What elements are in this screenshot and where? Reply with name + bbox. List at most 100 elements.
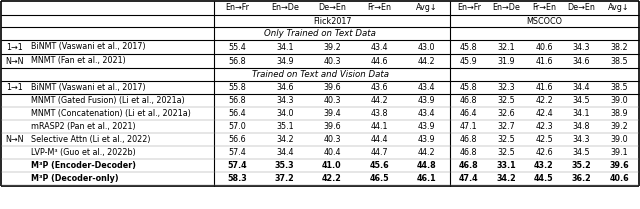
Text: 39.0: 39.0 [611, 135, 628, 144]
Text: M³P (Decoder-only): M³P (Decoder-only) [31, 174, 118, 183]
Text: mRASP2 (Pan et al., 2021): mRASP2 (Pan et al., 2021) [31, 122, 136, 131]
Text: 41.6: 41.6 [535, 56, 553, 65]
Text: 43.0: 43.0 [418, 42, 435, 51]
Text: 43.9: 43.9 [417, 135, 435, 144]
Text: 45.9: 45.9 [460, 56, 477, 65]
Text: 34.3: 34.3 [573, 42, 590, 51]
Text: 42.2: 42.2 [322, 174, 342, 183]
Text: 40.3: 40.3 [323, 96, 340, 105]
Text: 34.4: 34.4 [573, 83, 590, 92]
Text: 55.4: 55.4 [228, 42, 246, 51]
Text: 46.8: 46.8 [460, 96, 477, 105]
Text: 34.0: 34.0 [276, 109, 294, 118]
Text: 43.2: 43.2 [534, 161, 554, 170]
Text: 32.5: 32.5 [497, 135, 515, 144]
Text: 34.2: 34.2 [276, 135, 294, 144]
Text: 45.8: 45.8 [460, 42, 477, 51]
Text: Avg↓: Avg↓ [415, 4, 437, 13]
Text: 32.3: 32.3 [497, 83, 515, 92]
Text: 44.4: 44.4 [371, 135, 388, 144]
Text: 43.9: 43.9 [417, 96, 435, 105]
Text: 44.2: 44.2 [371, 96, 388, 105]
Text: MNMT (Fan et al., 2021): MNMT (Fan et al., 2021) [31, 56, 125, 65]
Text: 34.9: 34.9 [276, 56, 294, 65]
Text: 44.8: 44.8 [417, 161, 436, 170]
Text: 44.5: 44.5 [534, 174, 554, 183]
Text: 39.6: 39.6 [609, 161, 629, 170]
Text: En→De: En→De [271, 4, 299, 13]
Text: 38.2: 38.2 [611, 42, 628, 51]
Text: 57.4: 57.4 [228, 161, 248, 170]
Text: 34.3: 34.3 [276, 96, 294, 105]
Text: 32.7: 32.7 [497, 122, 515, 131]
Text: 38.5: 38.5 [611, 83, 628, 92]
Text: 34.6: 34.6 [276, 83, 294, 92]
Text: MNMT (Gated Fusion) (Li et al., 2021a): MNMT (Gated Fusion) (Li et al., 2021a) [31, 96, 185, 105]
Text: Trained on Text and Vision Data: Trained on Text and Vision Data [252, 70, 388, 79]
Text: Fr→En: Fr→En [532, 4, 556, 13]
Text: 42.5: 42.5 [535, 135, 553, 144]
Text: 45.6: 45.6 [369, 161, 389, 170]
Text: 58.3: 58.3 [228, 174, 248, 183]
Text: 44.6: 44.6 [371, 56, 388, 65]
Text: 35.2: 35.2 [572, 161, 591, 170]
Text: 56.4: 56.4 [228, 109, 246, 118]
Text: 40.4: 40.4 [323, 148, 340, 157]
Text: BiNMT (Vaswani et al., 2017): BiNMT (Vaswani et al., 2017) [31, 83, 146, 92]
Text: 47.4: 47.4 [459, 174, 479, 183]
Text: 46.5: 46.5 [369, 174, 389, 183]
Text: 44.2: 44.2 [417, 148, 435, 157]
Text: 36.2: 36.2 [572, 174, 591, 183]
Text: 34.2: 34.2 [497, 174, 516, 183]
Text: 34.4: 34.4 [276, 148, 294, 157]
Text: 46.8: 46.8 [459, 161, 479, 170]
Text: 56.8: 56.8 [228, 96, 246, 105]
Text: En→De: En→De [492, 4, 520, 13]
Text: MNMT (Concatenation) (Li et al., 2021a): MNMT (Concatenation) (Li et al., 2021a) [31, 109, 191, 118]
Text: 41.6: 41.6 [535, 83, 553, 92]
Text: Avg↓: Avg↓ [609, 4, 630, 13]
Text: Only Trained on Text Data: Only Trained on Text Data [264, 29, 376, 38]
Text: 32.1: 32.1 [497, 42, 515, 51]
Text: Selective Attn (Li et al., 2022): Selective Attn (Li et al., 2022) [31, 135, 150, 144]
Text: 39.4: 39.4 [323, 109, 341, 118]
Text: 44.2: 44.2 [417, 56, 435, 65]
Text: 39.1: 39.1 [611, 148, 628, 157]
Text: 57.0: 57.0 [228, 122, 246, 131]
Text: 34.5: 34.5 [573, 148, 591, 157]
Text: De→En: De→En [568, 4, 596, 13]
Text: 47.1: 47.1 [460, 122, 477, 131]
Text: 33.1: 33.1 [497, 161, 516, 170]
Text: 1→1: 1→1 [6, 42, 23, 51]
Text: 46.8: 46.8 [460, 135, 477, 144]
Text: 43.4: 43.4 [418, 83, 435, 92]
Text: 55.8: 55.8 [228, 83, 246, 92]
Text: 39.6: 39.6 [323, 122, 341, 131]
Text: 32.5: 32.5 [497, 148, 515, 157]
Text: N→N: N→N [5, 135, 24, 144]
Text: 43.8: 43.8 [371, 109, 388, 118]
Text: 42.4: 42.4 [535, 109, 553, 118]
Text: M³P (Encoder-Decoder): M³P (Encoder-Decoder) [31, 161, 136, 170]
Text: 40.3: 40.3 [323, 135, 340, 144]
Text: 34.8: 34.8 [573, 122, 590, 131]
Text: En→Fr: En→Fr [226, 4, 250, 13]
Text: 43.4: 43.4 [418, 109, 435, 118]
Text: 45.8: 45.8 [460, 83, 477, 92]
Text: 39.0: 39.0 [611, 96, 628, 105]
Text: 39.6: 39.6 [323, 83, 341, 92]
Text: 35.1: 35.1 [276, 122, 294, 131]
Text: 32.5: 32.5 [497, 96, 515, 105]
Text: 41.0: 41.0 [322, 161, 342, 170]
Text: LVP-M³ (Guo et al., 2022b): LVP-M³ (Guo et al., 2022b) [31, 148, 136, 157]
Text: 38.9: 38.9 [611, 109, 628, 118]
Text: 44.7: 44.7 [371, 148, 388, 157]
Text: Flick2017: Flick2017 [313, 17, 351, 25]
Text: 32.6: 32.6 [497, 109, 515, 118]
Text: 34.1: 34.1 [276, 42, 294, 51]
Text: 56.8: 56.8 [228, 56, 246, 65]
Text: 1→1: 1→1 [6, 83, 23, 92]
Text: BiNMT (Vaswani et al., 2017): BiNMT (Vaswani et al., 2017) [31, 42, 146, 51]
Text: 34.5: 34.5 [573, 96, 591, 105]
Text: 38.5: 38.5 [611, 56, 628, 65]
